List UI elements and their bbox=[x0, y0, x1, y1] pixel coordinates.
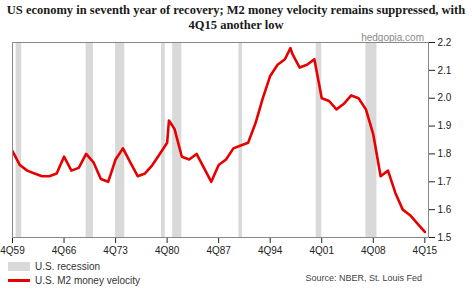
svg-text:1.6: 1.6 bbox=[438, 204, 452, 215]
svg-text:2.1: 2.1 bbox=[438, 65, 452, 76]
svg-text:1.5: 1.5 bbox=[438, 232, 452, 243]
html-text:U.S. M2 money velocity: U.S. M2 money velocity bbox=[35, 274, 140, 286]
svg-text:4Q73: 4Q73 bbox=[103, 245, 128, 256]
svg-text:2.2: 2.2 bbox=[438, 37, 452, 48]
html-text:Source: NBER, St. Louis Fed: Source: NBER, St. Louis Fed bbox=[305, 273, 422, 283]
svg-text:4Q08: 4Q08 bbox=[361, 245, 386, 256]
svg-text:4Q94: 4Q94 bbox=[258, 245, 283, 256]
svg-text:4Q80: 4Q80 bbox=[155, 245, 180, 256]
html-text:hedgopia.com: hedgopia.com bbox=[361, 32, 424, 43]
svg-text:4Q59: 4Q59 bbox=[0, 245, 25, 256]
svg-text:1.8: 1.8 bbox=[438, 148, 452, 159]
svg-text:1.7: 1.7 bbox=[438, 176, 452, 187]
svg-text:4Q87: 4Q87 bbox=[206, 245, 231, 256]
html-text:U.S. recession: U.S. recession bbox=[35, 260, 100, 272]
svg-text:4Q01: 4Q01 bbox=[310, 245, 335, 256]
svg-text:4Q15: 4Q15 bbox=[413, 245, 438, 256]
svg-text:2.0: 2.0 bbox=[438, 92, 452, 103]
svg-text:4Q66: 4Q66 bbox=[52, 245, 77, 256]
svg-text:1.9: 1.9 bbox=[438, 120, 452, 131]
html-text:US economy in seventh year of: US economy in seventh year of recovery; … bbox=[6, 3, 466, 32]
